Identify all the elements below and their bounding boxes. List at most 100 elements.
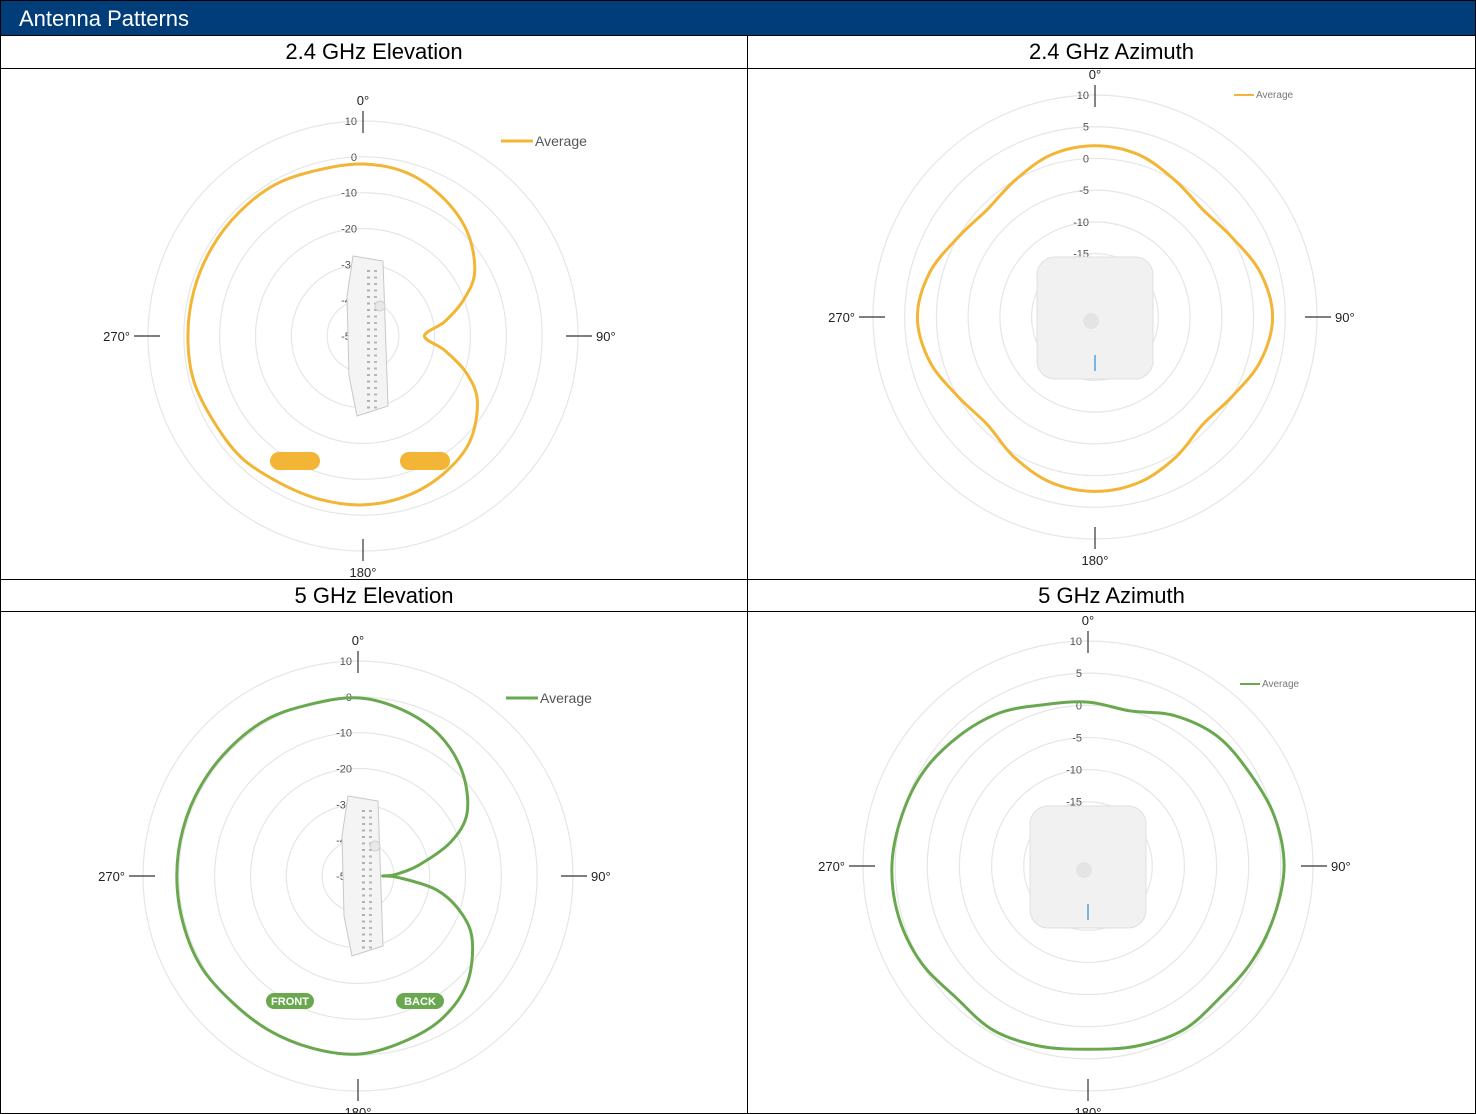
vent-slot: [374, 283, 377, 285]
vent-slot: [374, 270, 377, 272]
angle-label-0: 0°: [352, 633, 364, 648]
angle-label-270: 270°: [828, 310, 855, 325]
vent-slot: [374, 276, 377, 279]
ring-label: -20: [336, 764, 352, 776]
angle-label-90: 90°: [596, 329, 616, 344]
vent-slot: [374, 354, 377, 357]
column-divider: [747, 36, 748, 1113]
vent-slot: [362, 933, 365, 936]
title-row-divider-bottom: [1, 611, 1475, 612]
pill-back: [400, 452, 450, 470]
vent-slot: [367, 276, 370, 279]
angle-label-0: 0°: [1082, 613, 1094, 628]
polar-chart-24-elevation: 100-10-20-30-40-500°90°180°270°Average: [103, 93, 616, 580]
angle-label-180: 180°: [1082, 553, 1109, 568]
vent-slot: [369, 901, 372, 903]
grid-ring: [219, 192, 507, 480]
angle-label-180: 180°: [345, 1105, 372, 1114]
vent-slot: [374, 289, 377, 292]
legend-label: Average: [1256, 90, 1294, 101]
pill-front: [270, 452, 320, 470]
angle-label-0: 0°: [357, 93, 369, 108]
series-line-average: [175, 696, 475, 1056]
ring-label: -10: [341, 188, 357, 200]
vent-slot: [369, 907, 372, 910]
vent-slot: [374, 367, 377, 370]
vent-slot: [367, 393, 370, 396]
vent-slot: [374, 380, 377, 383]
ring-label: -10: [1066, 765, 1082, 777]
vent-slot: [374, 400, 377, 402]
vent-slot: [367, 361, 370, 363]
vent-slot: [369, 875, 372, 877]
grid-ring: [254, 227, 472, 445]
vent-slot: [362, 920, 365, 923]
table-header: Antenna Patterns: [1, 1, 1475, 36]
angle-label-270: 270°: [98, 869, 125, 884]
vent-slot: [367, 283, 370, 285]
vent-slot: [369, 810, 372, 812]
pill-label-back: BACK: [404, 996, 436, 1008]
vent-slot: [362, 842, 365, 845]
led-dot: [369, 840, 381, 852]
vent-slot: [367, 289, 370, 292]
vent-slot: [374, 328, 377, 331]
vent-slot: [362, 823, 365, 825]
grid-ring: [1030, 252, 1160, 382]
ring-label: 0: [351, 152, 357, 164]
grid-ring: [999, 221, 1191, 413]
vent-slot: [369, 836, 372, 838]
vent-slot: [369, 849, 372, 851]
vent-slot: [362, 907, 365, 910]
vent-slot: [369, 862, 372, 864]
vent-slot: [374, 309, 377, 311]
vent-slot: [374, 387, 377, 389]
pill-back: [396, 993, 444, 1009]
vent-slot: [369, 894, 372, 897]
vent-slot: [374, 361, 377, 363]
vent-slot: [367, 270, 370, 272]
cell-title-5-azimuth: 5 GHz Azimuth: [1038, 583, 1185, 608]
vent-slot: [369, 868, 372, 871]
vent-slot: [374, 322, 377, 324]
vent-slot: [362, 855, 365, 858]
ring-label: 10: [1077, 90, 1089, 102]
vent-slot: [369, 920, 372, 923]
vent-slot: [362, 940, 365, 942]
logo-mark: [1083, 313, 1099, 329]
grid-ring: [926, 704, 1250, 1028]
access-point-side-icon: [341, 795, 384, 957]
angle-label-180: 180°: [350, 565, 377, 580]
vent-slot: [367, 400, 370, 402]
ring-label: -10: [336, 728, 352, 740]
vent-slot: [369, 927, 372, 929]
vent-slot: [374, 348, 377, 350]
ring-label: 10: [1070, 636, 1082, 648]
grid-ring: [958, 736, 1218, 996]
vent-slot: [369, 940, 372, 942]
vent-slot: [367, 296, 370, 298]
ring-label: -5: [1072, 732, 1082, 744]
vent-slot: [367, 387, 370, 389]
access-point-top-icon: [1036, 256, 1154, 380]
vent-slot: [374, 406, 377, 409]
vent-slot: [362, 816, 365, 819]
vent-slot: [367, 341, 370, 344]
grid-ring: [1023, 801, 1153, 931]
vent-slot: [362, 894, 365, 897]
vent-slot: [374, 374, 377, 376]
legend-label: Average: [540, 690, 592, 706]
vent-slot: [374, 393, 377, 396]
angle-label-90: 90°: [591, 869, 611, 884]
cell-title-5-elevation: 5 GHz Elevation: [294, 583, 454, 608]
angle-label-90: 90°: [1331, 859, 1351, 874]
vent-slot: [367, 348, 370, 350]
angle-label-270: 270°: [818, 859, 845, 874]
vent-slot: [367, 322, 370, 324]
grid-ring: [990, 768, 1186, 964]
vent-slot: [374, 341, 377, 344]
vent-slot: [367, 354, 370, 357]
vent-slot: [362, 946, 365, 949]
ring-label: -5: [1079, 185, 1089, 197]
